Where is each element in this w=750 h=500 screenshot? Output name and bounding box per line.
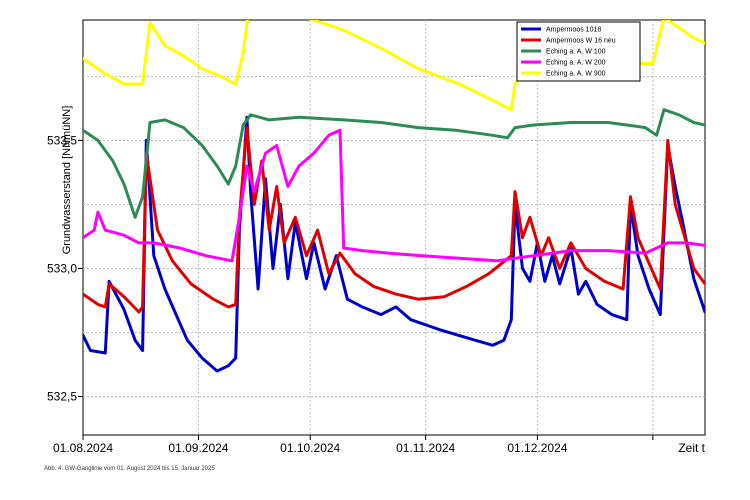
x-axis: 01.08.2024 01.09.2024 01.10.2024 01.11.2024… [53,435,654,455]
figure-caption: Abb. 4: GW-Ganglinie vom 01. August 2024… [44,466,215,472]
series-layer [83,20,705,373]
x-tick-label: 01.09.2024 [168,441,228,455]
series-line [83,108,705,219]
x-tick-label: 01.12.2024 [507,441,567,455]
legend-label: Eching a. A. W 100 [546,49,606,56]
y-axis-title: Grundwasserstand [NNmüNN] [61,106,73,255]
series-line [83,115,705,373]
grid [83,20,705,435]
series-line [83,128,705,263]
y-tick-label: 532,5 [47,390,77,404]
plot-area [82,19,706,436]
y-tick-label: 533,5 [47,133,77,147]
x-tick-label: 01.10.2024 [280,441,340,455]
legend-label: Eching a. A. W 200 [546,60,606,67]
x-tick-label: 01.11.2024 [396,441,455,455]
legend-label: Ampermoos W 16 neu [546,38,616,45]
legend-label: Ampermoos 1018 [546,27,601,34]
y-tick-label: 533,0 [47,261,77,275]
legend: Ampermoos 1018 Ampermoos W 16 neu Eching a… [516,21,641,82]
x-axis-title: Zeit t [678,441,705,455]
series-line [83,126,705,314]
x-tick-label: 01.08.2024 [53,441,113,455]
legend-label: Eching a. A. W 900 [546,71,606,78]
y-axis: 532,5 533,0 533,5 [47,133,83,404]
